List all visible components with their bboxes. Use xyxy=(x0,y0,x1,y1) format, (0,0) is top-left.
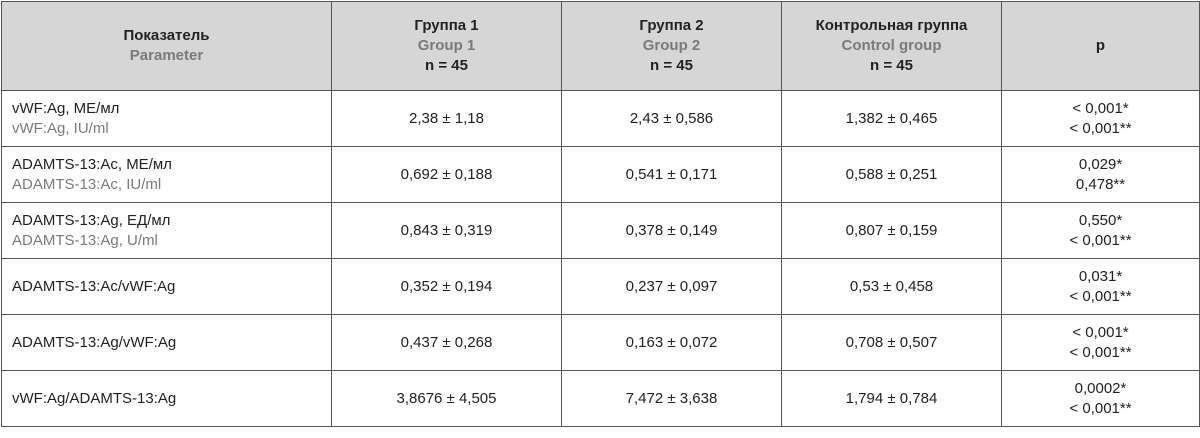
parameter-line: ADAMTS-13:Ac, IU/ml xyxy=(12,175,162,193)
p-cell: 0,550* < 0,001** xyxy=(1001,202,1200,259)
header-n: n = 45 xyxy=(650,57,693,74)
parameter-cell: ADAMTS-13:Ac/vWF:Ag xyxy=(1,258,332,315)
table-row: ADAMTS-13:Ac/vWF:Ag 0,352 ± 0,194 0,237 ± … xyxy=(1,258,1200,315)
header-subtitle: Group 1 xyxy=(417,37,476,54)
p-cell: 0,0002* < 0,001** xyxy=(1001,370,1200,427)
value-cell: 7,472 ± 3,638 xyxy=(561,370,782,427)
table-row: ADAMTS-13:Ag/vWF:Ag 0,437 ± 0,268 0,163 ± … xyxy=(1,314,1200,371)
p-line: 0,029* xyxy=(1078,155,1123,173)
header-cell: Группа 2 Group 2 n = 45 xyxy=(561,1,782,91)
p-line: < 0,001* xyxy=(1072,99,1129,117)
p-line: < 0,001** xyxy=(1069,399,1132,417)
header-subtitle: Group 2 xyxy=(642,37,701,54)
parameter-cell: ADAMTS-13:Ag, ЕД/мл ADAMTS-13:Ag, U/ml xyxy=(1,202,332,259)
value-cell: 0,541 ± 0,171 xyxy=(561,146,782,203)
p-line: < 0,001** xyxy=(1069,343,1132,361)
table-row: vWF:Ag/ADAMTS-13:Ag 3,8676 ± 4,505 7,472 ±… xyxy=(1,370,1200,427)
header-cell: Контрольная группа Control group n = 45 xyxy=(781,1,1002,91)
value-cell: 3,8676 ± 4,505 xyxy=(331,370,562,427)
table-row: ADAMTS-13:Ag, ЕД/мл ADAMTS-13:Ag, U/ml 0,8… xyxy=(1,202,1200,259)
value-cell: 0,692 ± 0,188 xyxy=(331,146,562,203)
value-cell: 0,378 ± 0,149 xyxy=(561,202,782,259)
parameter-line: vWF:Ag, IU/ml xyxy=(12,119,109,137)
table-body: vWF:Ag, МЕ/мл vWF:Ag, IU/ml 2,38 ± 1,18 2,4… xyxy=(1,90,1200,427)
header-subtitle: Parameter xyxy=(129,47,204,64)
parameter-cell: ADAMTS-13:Ac, МЕ/мл ADAMTS-13:Ac, IU/ml xyxy=(1,146,332,203)
header-cell: Группа 1 Group 1 n = 45 xyxy=(331,1,562,91)
p-line: < 0,001* xyxy=(1072,323,1129,341)
value-cell: 1,794 ± 0,784 xyxy=(781,370,1002,427)
parameter-line: vWF:Ag/ADAMTS-13:Ag xyxy=(12,389,177,407)
value-cell: 0,588 ± 0,251 xyxy=(781,146,1002,203)
parameter-cell: ADAMTS-13:Ag/vWF:Ag xyxy=(1,314,332,371)
parameter-cell: vWF:Ag/ADAMTS-13:Ag xyxy=(1,370,332,427)
p-line: < 0,001** xyxy=(1069,287,1132,305)
parameter-line: vWF:Ag, МЕ/мл xyxy=(12,99,120,117)
p-line: 0,550* xyxy=(1078,211,1123,229)
data-table: Показатель Parameter Группа 1 Group 1 n = 45… xyxy=(1,1,1200,427)
header-title: Контрольная группа xyxy=(815,17,968,34)
parameter-cell: vWF:Ag, МЕ/мл vWF:Ag, IU/ml xyxy=(1,90,332,147)
table-row: vWF:Ag, МЕ/мл vWF:Ag, IU/ml 2,38 ± 1,18 2,4… xyxy=(1,90,1200,147)
header-subtitle: Control group xyxy=(841,37,942,54)
value-cell: 0,843 ± 0,319 xyxy=(331,202,562,259)
value-cell: 0,237 ± 0,097 xyxy=(561,258,782,315)
p-cell: < 0,001* < 0,001** xyxy=(1001,314,1200,371)
header-title: p xyxy=(1095,37,1106,54)
value-cell: 0,163 ± 0,072 xyxy=(561,314,782,371)
header-n: n = 45 xyxy=(870,57,913,74)
header-cell: p xyxy=(1001,1,1200,91)
p-cell: < 0,001* < 0,001** xyxy=(1001,90,1200,147)
parameter-line: ADAMTS-13:Ac/vWF:Ag xyxy=(12,277,176,295)
table-row: ADAMTS-13:Ac, МЕ/мл ADAMTS-13:Ac, IU/ml 0,… xyxy=(1,146,1200,203)
header-title: Группа 2 xyxy=(639,17,704,34)
p-line: 0,031* xyxy=(1078,267,1123,285)
value-cell: 0,708 ± 0,507 xyxy=(781,314,1002,371)
header-title: Показатель xyxy=(123,27,210,44)
p-line: < 0,001** xyxy=(1069,231,1132,249)
p-cell: 0,029* 0,478** xyxy=(1001,146,1200,203)
header-row: Показатель Parameter Группа 1 Group 1 n = 45… xyxy=(1,1,1200,91)
parameter-line: ADAMTS-13:Ag, ЕД/мл xyxy=(12,211,171,229)
parameter-line: ADAMTS-13:Ac, МЕ/мл xyxy=(12,155,172,173)
parameter-line: ADAMTS-13:Ag/vWF:Ag xyxy=(12,333,177,351)
p-line: < 0,001** xyxy=(1069,119,1132,137)
value-cell: 2,38 ± 1,18 xyxy=(331,90,562,147)
value-cell: 1,382 ± 0,465 xyxy=(781,90,1002,147)
header-cell: Показатель Parameter xyxy=(1,1,332,91)
value-cell: 0,807 ± 0,159 xyxy=(781,202,1002,259)
p-cell: 0,031* < 0,001** xyxy=(1001,258,1200,315)
header-title: Группа 1 xyxy=(414,17,479,34)
p-line: 0,0002* xyxy=(1074,379,1127,397)
header-n: n = 45 xyxy=(425,57,468,74)
parameter-line: ADAMTS-13:Ag, U/ml xyxy=(12,231,158,249)
value-cell: 0,53 ± 0,458 xyxy=(781,258,1002,315)
value-cell: 2,43 ± 0,586 xyxy=(561,90,782,147)
value-cell: 0,352 ± 0,194 xyxy=(331,258,562,315)
p-line: 0,478** xyxy=(1075,175,1126,193)
value-cell: 0,437 ± 0,268 xyxy=(331,314,562,371)
